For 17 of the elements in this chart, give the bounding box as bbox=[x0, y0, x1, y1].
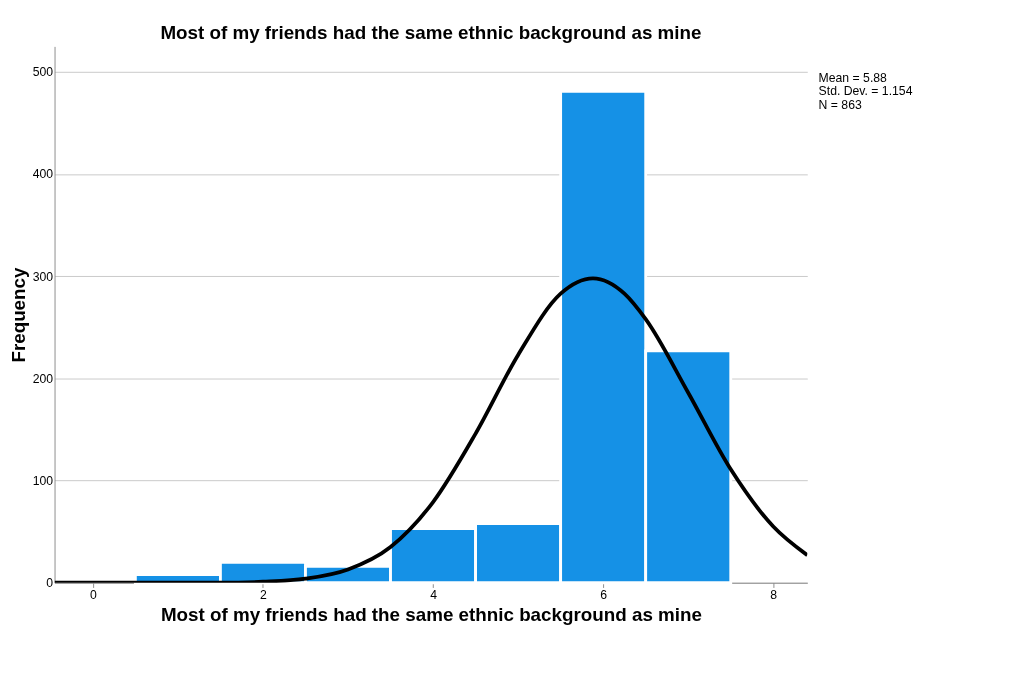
x-tick-label: 8 bbox=[770, 588, 778, 603]
y-tick-label: 200 bbox=[32, 371, 54, 386]
y-axis-title: Frequency bbox=[8, 266, 30, 363]
y-tick-label: 300 bbox=[32, 269, 54, 284]
x-tick-label: 2 bbox=[260, 588, 268, 603]
x-tick-label: 6 bbox=[600, 588, 608, 603]
x-tick-label: 0 bbox=[89, 588, 97, 603]
y-tick-label: 100 bbox=[32, 473, 54, 488]
text: N = 863 bbox=[818, 97, 862, 112]
text: Mean = 5.88 bbox=[818, 71, 888, 86]
x-tick-label: 4 bbox=[430, 588, 438, 603]
x-axis-title: Most of my friends had the same ethnic background as mine bbox=[160, 603, 702, 625]
y-tick-label: 0 bbox=[46, 575, 54, 590]
text: Std. Dev. = 1.154 bbox=[818, 84, 913, 99]
y-tick-label: 500 bbox=[32, 65, 54, 80]
chart-title: Most of my friends had the same ethnic background as mine bbox=[160, 21, 702, 43]
y-tick-label: 400 bbox=[32, 167, 54, 182]
